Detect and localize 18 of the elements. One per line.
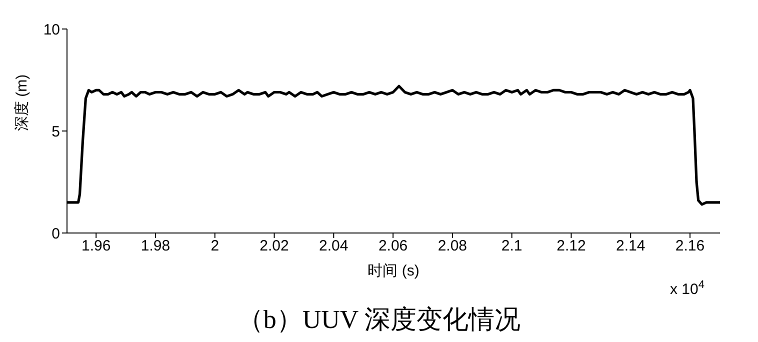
text: x 10$^{4}$ [670,279,704,298]
x-tick-label: 2.16 [675,238,705,255]
y-tick-label: 0 [52,225,60,242]
x-tick-label: 2 [210,238,220,255]
x-tick-label: 2.1 [501,238,522,255]
y-axis-title: 深度 (m) [13,74,30,131]
x-tick-label: 1.98 [140,238,170,255]
x-tick-label: 1.96 [82,238,111,255]
x-tick-label: 2.14 [616,238,646,255]
x-tick-label: 2.08 [438,238,468,255]
x-tick-label: 2.06 [378,238,408,255]
x-axis-title: 时间 (s) [368,262,420,280]
x-tick-label: 2.02 [260,238,289,255]
y-tick-label: 5 [52,123,60,140]
x-tick-label: 2.12 [556,238,586,255]
text: （b）UUV 深度变化情况 [236,304,522,336]
x-tick-label: 2.04 [319,238,348,255]
y-tick-label: 10 [43,21,60,38]
